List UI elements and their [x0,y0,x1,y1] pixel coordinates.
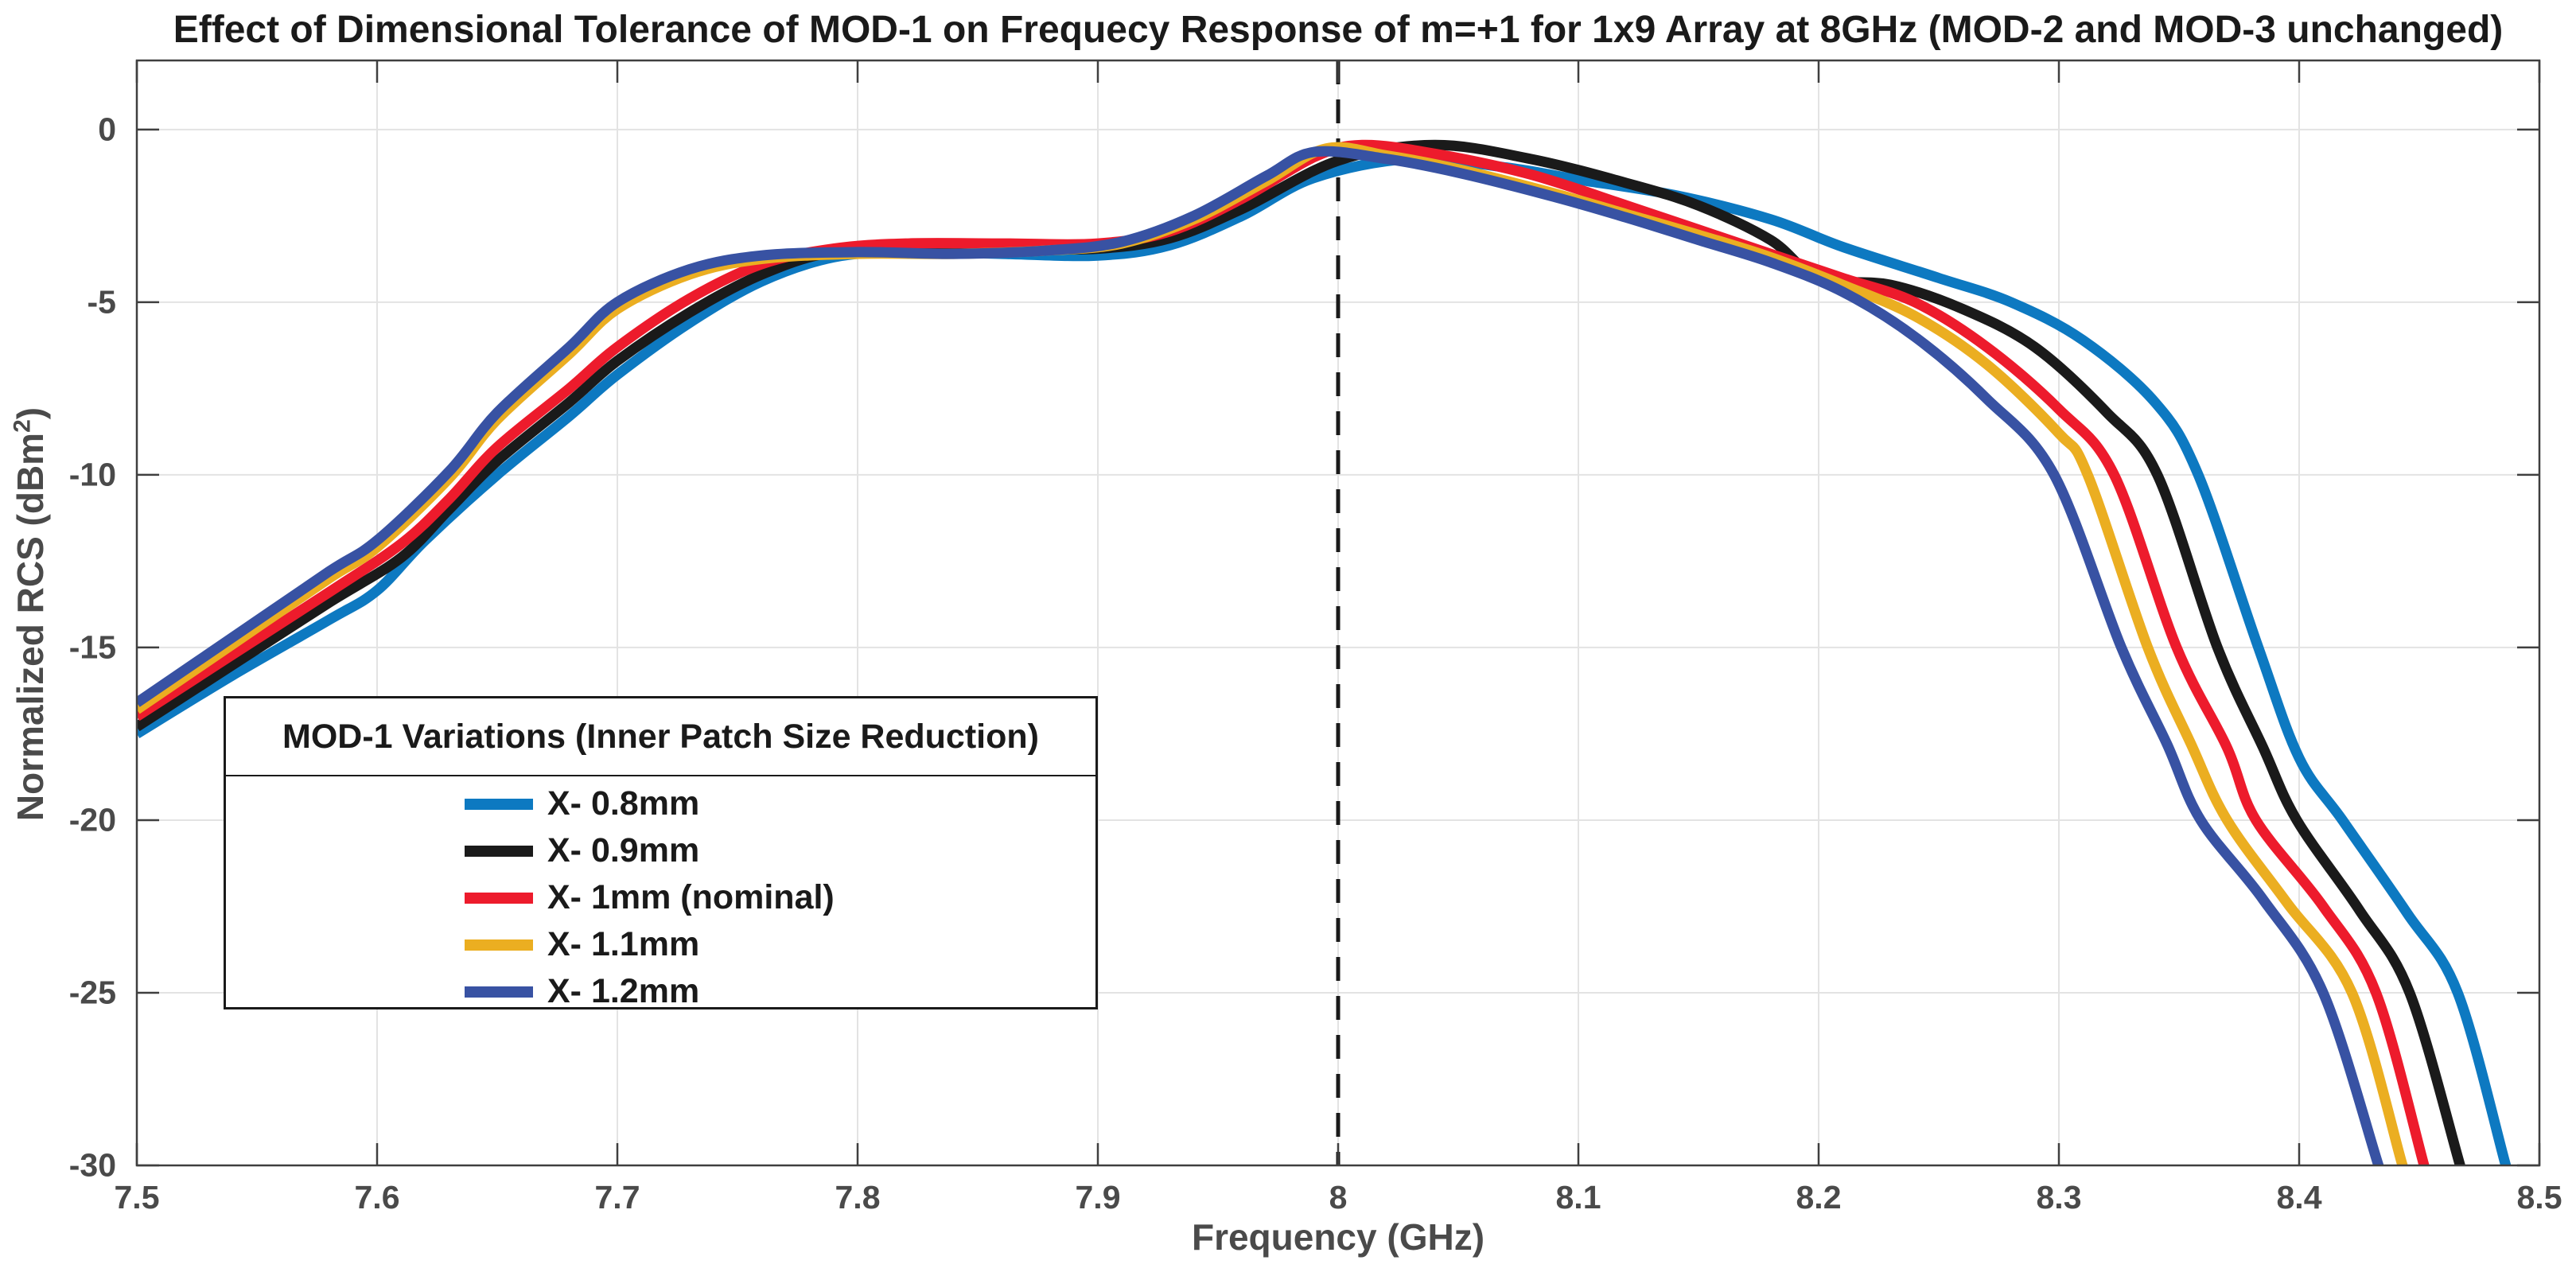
legend-item-label: X- 0.8mm [547,784,700,823]
x-tick-label-8.5: 8.5 [2516,1179,2562,1216]
legend-rows: X- 0.8mm X- 0.9mm X- 1mm (nominal) X- 1.… [226,776,1095,1015]
x-tick-label-7.6: 7.6 [354,1179,400,1216]
legend-swatch-black [465,845,533,857]
x-tick-label-7.5: 7.5 [114,1179,160,1216]
legend-swatch-yellow [465,939,533,951]
legend-item-0.9mm: X- 0.9mm [226,827,1095,874]
legend-title: MOD-1 Variations (Inner Patch Size Reduc… [226,698,1095,776]
y-axis-label-text: Normalized RCS (dBm [10,432,51,822]
y-tick-label--15: -15 [68,628,116,666]
x-axis-label: Frequency (GHz) [1191,1216,1485,1258]
x-tick-label-8.2: 8.2 [1796,1179,1842,1216]
legend-item-1.1mm: X- 1.1mm [226,921,1095,968]
y-tick-label--5: -5 [87,283,116,321]
legend-item-label: X- 0.9mm [547,831,700,869]
x-tick-label-8.3: 8.3 [2036,1179,2082,1216]
y-tick-label--25: -25 [68,974,116,1011]
y-tick-label-0: 0 [98,111,116,148]
legend-item-0.8mm: X- 0.8mm [226,780,1095,827]
x-tick-label-8.1: 8.1 [1555,1179,1601,1216]
x-tick-label-7.8: 7.8 [835,1179,881,1216]
chart-title: Effect of Dimensional Tolerance of MOD-1… [173,9,2504,51]
legend-item-label: X- 1.2mm [547,972,700,1010]
x-tick-label-7.9: 7.9 [1075,1179,1121,1216]
series-group [137,139,2512,1165]
legend-item-label: X- 1.1mm [547,925,700,963]
legend-swatch-red [465,892,533,904]
legend-swatch-blue [465,798,533,810]
legend-box: MOD-1 Variations (Inner Patch Size Reduc… [224,696,1098,1010]
curve-x--1.2mm [137,146,2384,1165]
curve-x--1.1mm [137,142,2408,1165]
y-axis-label-superscript: 2 [9,419,36,433]
curve-x--1mm-(nominal) [137,139,2430,1165]
curve-x--0.9mm [137,139,2466,1165]
legend-item-1mm-nominal: X- 1mm (nominal) [226,874,1095,921]
y-tick-label--20: -20 [68,801,116,838]
legend-swatch-darkblue [465,986,533,998]
y-axis-label: Normalized RCS (dBm2) [9,57,52,1171]
legend-item-1.2mm: X- 1.2mm [226,968,1095,1015]
x-tick-label-8: 8 [1329,1179,1348,1216]
y-axis-label-close: ) [10,406,51,420]
x-tick-label-7.7: 7.7 [594,1179,640,1216]
x-tick-label-8.4: 8.4 [2276,1179,2322,1216]
legend-item-label: X- 1mm (nominal) [547,878,835,916]
y-tick-label--30: -30 [68,1146,116,1184]
y-tick-label--10: -10 [68,456,116,493]
